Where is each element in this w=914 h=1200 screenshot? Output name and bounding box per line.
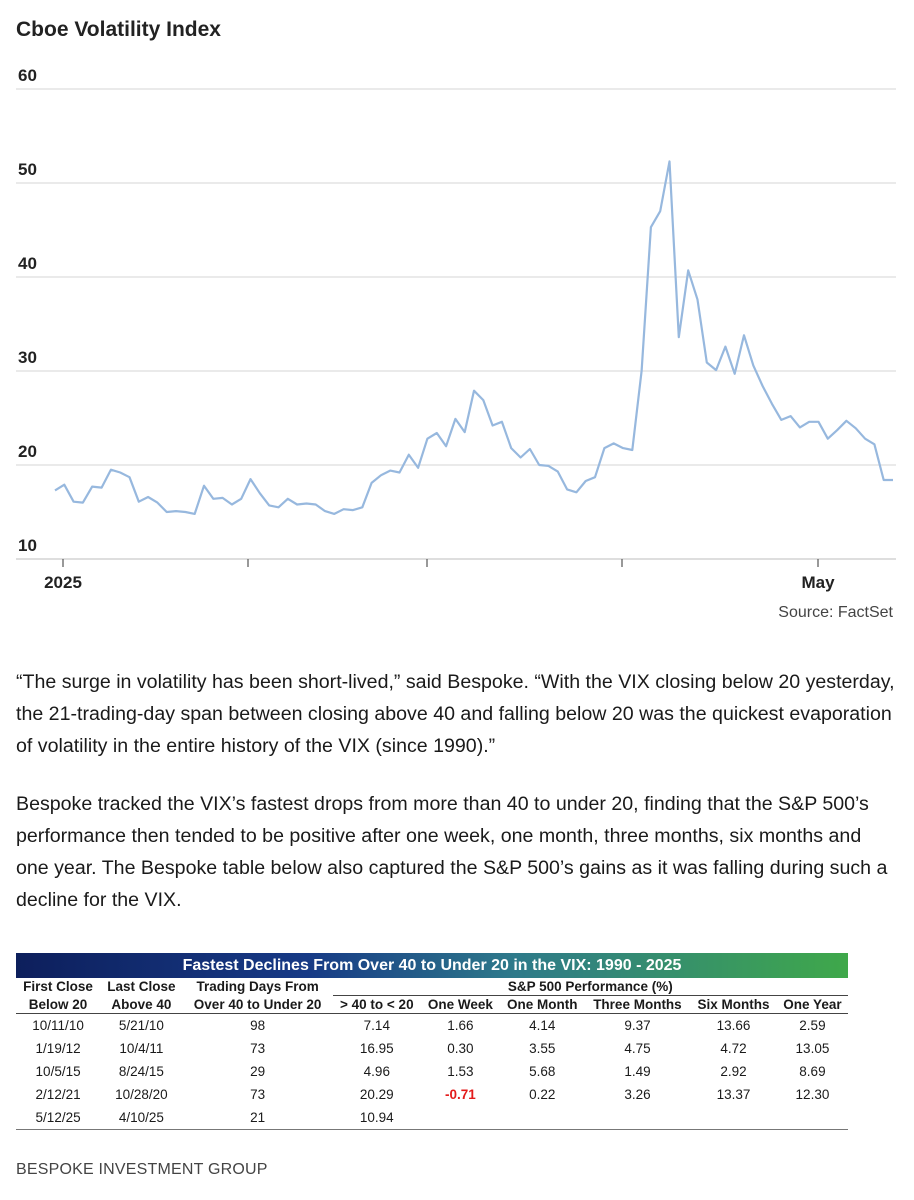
col-header-one-year: One Year	[776, 995, 848, 1014]
cell-one-year: 13.05	[795, 1041, 830, 1056]
chart-source: Source: FactSet	[778, 604, 893, 621]
y-tick-label: 20	[18, 442, 37, 461]
col-header-trading-days: Trading Days From	[196, 979, 319, 995]
cell-one-year	[777, 1106, 848, 1129]
cell-first-close: 5/12/25	[35, 1110, 81, 1125]
table-row: 10/5/15 8/24/15 29 4.96 1.53 5.68 1.49 2.92 8.69	[16, 1060, 848, 1083]
x-tick-label: May	[801, 573, 835, 592]
cell-six-months: 13.66	[716, 1018, 751, 1033]
cell-six-months	[690, 1106, 777, 1129]
table-row: 5/12/25 4/10/25 21 10.94	[16, 1106, 848, 1129]
cell-one-year: 8.69	[799, 1064, 826, 1079]
y-tick-label: 30	[18, 348, 37, 367]
y-tick-label: 50	[18, 160, 37, 179]
cell-last-close: 10/28/20	[115, 1087, 168, 1102]
cell-during-decline: 7.14	[363, 1018, 390, 1033]
summary-paragraph: Bespoke tracked the VIX’s fastest drops …	[16, 793, 888, 911]
performance-grid: First Close Last Close Trading Days From…	[16, 978, 848, 1129]
cell-three-months: 3.26	[624, 1087, 651, 1102]
cell-six-months: 13.37	[716, 1087, 751, 1102]
cell-one-year: 12.30	[795, 1087, 830, 1102]
x-tick-label: 2025	[44, 573, 82, 592]
table-row: 1/19/12 10/4/11 73 16.95 0.30 3.55 4.75 4.72 13.…	[16, 1037, 848, 1060]
cell-during-decline: 10.94	[359, 1110, 394, 1125]
y-axis-ticks: 60 50 40 30 20 10	[18, 66, 37, 555]
cell-first-close: 10/5/15	[35, 1064, 81, 1079]
cell-last-close: 10/4/11	[119, 1041, 164, 1056]
cell-three-months: 1.49	[624, 1064, 651, 1079]
cell-one-week: 0.30	[447, 1041, 474, 1056]
col-header-one-week: One Week	[421, 995, 500, 1014]
col-header-below-20: Below 20	[16, 995, 101, 1014]
col-header-over40-under20: Over 40 to Under 20	[182, 995, 333, 1014]
vix-series-line	[54, 160, 893, 516]
y-tick-label: 10	[18, 536, 37, 555]
col-header-three-months: Three Months	[584, 995, 691, 1014]
cell-one-month: 0.22	[529, 1087, 556, 1102]
cell-first-close: 2/12/21	[35, 1087, 81, 1102]
y-tick-label: 40	[18, 254, 37, 273]
chart-title: Cboe Volatility Index	[16, 18, 221, 41]
cell-first-close: 1/19/12	[35, 1041, 81, 1056]
cell-one-week: 1.53	[447, 1064, 474, 1079]
group-header-sp500: S&P 500 Performance (%)	[332, 978, 848, 996]
cell-one-week: 1.66	[447, 1018, 474, 1033]
cell-one-month: 3.55	[529, 1041, 556, 1056]
x-axis-ticks: 2025 May	[44, 559, 835, 592]
chart-grid	[16, 88, 896, 560]
cell-one-month	[500, 1106, 585, 1129]
table-bottom-rule	[16, 1129, 848, 1130]
cell-one-week: -0.71	[445, 1087, 476, 1102]
cell-three-months: 4.75	[624, 1041, 651, 1056]
cell-six-months: 2.92	[720, 1064, 747, 1079]
chart-series	[54, 160, 893, 516]
col-header-first-close: First Close	[23, 979, 93, 995]
cell-three-months	[585, 1106, 691, 1129]
vix-line-chart: 60 50 40 30 20 10 2025 May	[16, 66, 896, 592]
cell-trading-days: 21	[250, 1110, 266, 1125]
cell-trading-days: 98	[250, 1018, 266, 1033]
cell-during-decline: 20.29	[359, 1087, 394, 1102]
table-row: 2/12/21 10/28/20 73 20.29 -0.71 0.22 3.26 13.37…	[16, 1083, 848, 1106]
cell-during-decline: 16.95	[359, 1041, 394, 1056]
cell-three-months: 9.37	[624, 1018, 651, 1033]
col-header-one-month: One Month	[499, 995, 585, 1014]
table-title: Fastest Declines From Over 40 to Under 2…	[16, 953, 848, 978]
cell-last-close: 4/10/25	[118, 1110, 164, 1125]
cell-last-close: 8/24/15	[118, 1064, 164, 1079]
y-tick-label: 60	[18, 66, 37, 85]
cell-trading-days: 29	[250, 1064, 266, 1079]
cell-during-decline: 4.96	[363, 1064, 390, 1079]
cell-first-close: 10/11/10	[32, 1018, 84, 1033]
cell-one-month: 5.68	[529, 1064, 556, 1079]
cell-one-year: 2.59	[799, 1018, 826, 1033]
table-body: 10/11/10 5/21/10 98 7.14 1.66 4.14 9.37 13.66 2.…	[16, 1014, 848, 1130]
cell-one-month: 4.14	[529, 1018, 556, 1033]
col-header-six-months: Six Months	[690, 995, 777, 1014]
cell-six-months: 4.72	[720, 1041, 747, 1056]
performance-table: Fastest Declines From Over 40 to Under 2…	[16, 953, 848, 1130]
cell-trading-days: 73	[250, 1041, 266, 1056]
col-header-during-decline: > 40 to < 20	[332, 995, 422, 1014]
cell-one-week	[421, 1106, 500, 1129]
col-header-last-close: Last Close	[107, 979, 176, 995]
table-row: 10/11/10 5/21/10 98 7.14 1.66 4.14 9.37 13.66 2.…	[16, 1014, 848, 1038]
cell-trading-days: 73	[250, 1087, 266, 1102]
cell-last-close: 5/21/10	[118, 1018, 164, 1033]
col-header-above-40: Above 40	[100, 995, 183, 1014]
quote-paragraph: “The surge in volatility has been short-…	[16, 671, 895, 757]
table-credit: BESPOKE INVESTMENT GROUP	[16, 1161, 268, 1178]
